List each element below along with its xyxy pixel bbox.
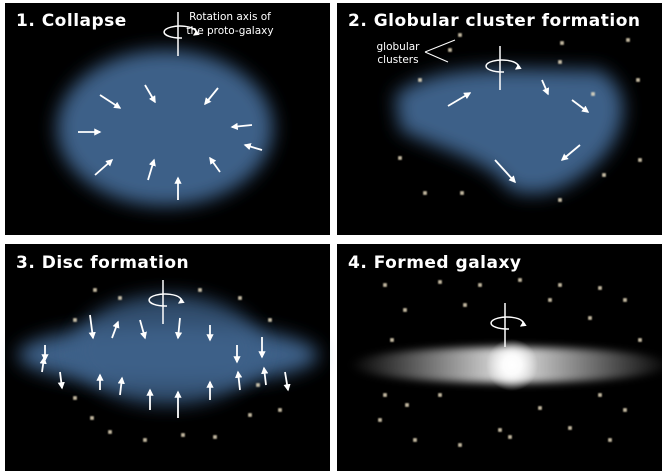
annotation: the proto-galaxy xyxy=(186,25,273,37)
star xyxy=(568,426,572,430)
star xyxy=(560,41,564,45)
annotation: globular xyxy=(377,41,421,53)
star xyxy=(118,296,122,300)
star xyxy=(238,296,242,300)
star xyxy=(558,60,562,64)
star xyxy=(278,408,282,412)
star xyxy=(383,283,387,287)
panel-title: 3. Disc formation xyxy=(16,253,189,273)
gas-cloud xyxy=(57,50,273,206)
star xyxy=(463,303,467,307)
star xyxy=(638,158,642,162)
star xyxy=(558,283,562,287)
star xyxy=(608,438,612,442)
star xyxy=(248,413,252,417)
star xyxy=(73,318,77,322)
gas-cloud xyxy=(73,295,263,405)
star xyxy=(626,38,630,42)
star xyxy=(198,288,202,292)
star xyxy=(448,48,452,52)
star xyxy=(602,173,606,177)
star xyxy=(423,191,427,195)
star xyxy=(438,280,442,284)
star xyxy=(383,393,387,397)
star xyxy=(403,308,407,312)
star xyxy=(458,33,462,37)
star xyxy=(398,156,402,160)
star xyxy=(413,438,417,442)
galactic-bulge xyxy=(486,339,538,391)
star xyxy=(538,406,542,410)
star xyxy=(598,286,602,290)
star xyxy=(405,403,409,407)
annotation: Rotation axis of xyxy=(189,11,271,23)
star xyxy=(438,393,442,397)
star xyxy=(268,318,272,322)
star xyxy=(213,435,217,439)
star xyxy=(636,78,640,82)
star xyxy=(638,338,642,342)
star xyxy=(390,338,394,342)
figure: 1. Collapse Rotation axis of the proto-g… xyxy=(0,0,665,473)
star xyxy=(90,416,94,420)
star xyxy=(458,443,462,447)
star xyxy=(588,316,592,320)
star xyxy=(518,278,522,282)
star xyxy=(73,396,77,400)
star xyxy=(548,298,552,302)
star xyxy=(108,430,112,434)
star xyxy=(478,283,482,287)
star xyxy=(591,92,595,96)
panel-title: 1. Collapse xyxy=(16,11,127,31)
star xyxy=(498,428,502,432)
star xyxy=(181,433,185,437)
annotation: clusters xyxy=(377,54,418,66)
star xyxy=(460,191,464,195)
star xyxy=(418,78,422,82)
star xyxy=(598,393,602,397)
panel-title: 4. Formed galaxy xyxy=(348,253,522,273)
star xyxy=(623,298,627,302)
star xyxy=(558,198,562,202)
star xyxy=(256,383,260,387)
star xyxy=(623,408,627,412)
star xyxy=(378,418,382,422)
star xyxy=(508,435,512,439)
panel-title: 2. Globular cluster formation xyxy=(348,11,641,31)
star xyxy=(143,438,147,442)
star xyxy=(93,288,97,292)
